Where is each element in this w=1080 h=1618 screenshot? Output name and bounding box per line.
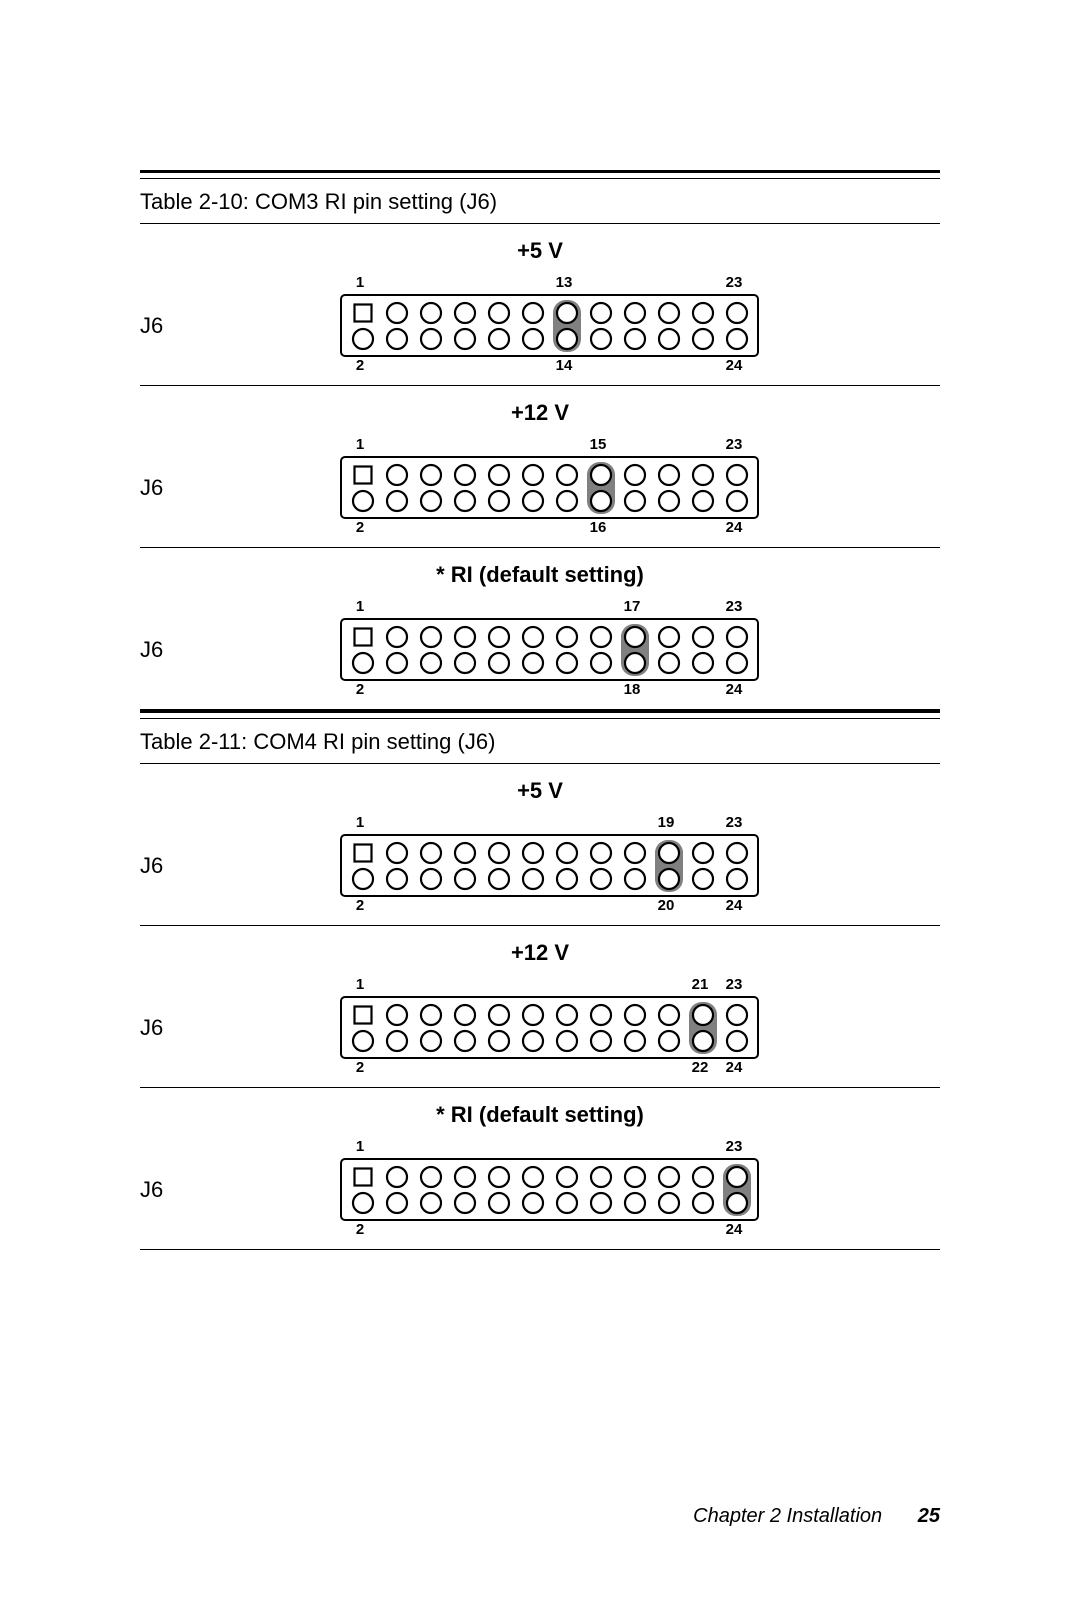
pin-number-row: 1 13 23 xyxy=(340,274,754,294)
setting-title: +5 V xyxy=(140,224,940,274)
pin-number: 1 xyxy=(356,976,364,993)
jumper-label: J6 xyxy=(140,475,340,501)
pin-number: 23 xyxy=(726,598,743,615)
double-rule xyxy=(140,710,940,719)
pin-number-row: 1 23 xyxy=(340,1138,754,1158)
setting-title: +5 V xyxy=(140,764,940,814)
diagram-wrap: 1 15 23 2 16 24 xyxy=(340,436,940,539)
pin-number-row: 2 20 24 xyxy=(340,897,754,917)
diagram-wrap: 1 13 23 2 14 24 xyxy=(340,274,940,377)
setting-row: J6 1 13 23 2 14 24 xyxy=(140,274,940,377)
pin-number: 23 xyxy=(726,274,743,291)
jumper-block xyxy=(340,456,759,519)
pin-number: 1 xyxy=(356,274,364,291)
pin-number-row: 1 19 23 xyxy=(340,814,754,834)
pin-number: 19 xyxy=(658,814,675,831)
pin-number: 23 xyxy=(726,1138,743,1155)
table-caption: Table 2-11: COM4 RI pin setting (J6) xyxy=(140,725,940,763)
diagram-wrap: 1212322224 xyxy=(340,976,940,1079)
setting-title: * RI (default setting) xyxy=(140,1088,940,1138)
table-caption: Table 2-10: COM3 RI pin setting (J6) xyxy=(140,185,940,223)
setting-row: J6 1 23 2 24 xyxy=(140,1138,940,1241)
pin-number: 16 xyxy=(590,519,607,536)
pin-number: 1 xyxy=(356,598,364,615)
pin-number: 23 xyxy=(726,976,743,993)
pin-number: 24 xyxy=(726,357,743,374)
double-rule xyxy=(140,170,940,179)
pin-number-row: 2 14 24 xyxy=(340,357,754,377)
setting-row: J6 1 17 23 2 18 24 xyxy=(140,598,940,701)
jumper-svg xyxy=(343,621,757,679)
jumper-label: J6 xyxy=(140,1015,340,1041)
pin-number: 22 xyxy=(692,1059,709,1076)
pin-number: 2 xyxy=(356,519,364,536)
footer-page-number: 25 xyxy=(918,1505,940,1527)
pin-number: 24 xyxy=(726,1221,743,1238)
pin-number-row: 2 16 24 xyxy=(340,519,754,539)
pin-number-row: 1 21 23 xyxy=(340,976,754,996)
pin-number: 1 xyxy=(356,814,364,831)
pin-number: 2 xyxy=(356,1059,364,1076)
page-footer: Chapter 2 Installation 25 xyxy=(693,1505,940,1528)
setting-title: +12 V xyxy=(140,386,940,436)
page: Table 2-10: COM3 RI pin setting (J6)+5 V… xyxy=(0,0,1080,1618)
jumper-label: J6 xyxy=(140,637,340,663)
jumper-block xyxy=(340,834,759,897)
pin-number: 17 xyxy=(624,598,641,615)
diagram-wrap: 1 19 23 2 20 24 xyxy=(340,814,940,917)
pin-number-row: 1 15 23 xyxy=(340,436,754,456)
footer-chapter: Chapter 2 Installation xyxy=(693,1505,882,1527)
jumper-svg xyxy=(343,999,757,1057)
setting-row: J61212322224 xyxy=(140,976,940,1079)
setting-row: J6 1 15 23 2 16 24 xyxy=(140,436,940,539)
diagram-wrap: 1 17 23 2 18 24 xyxy=(340,598,940,701)
pin-number: 18 xyxy=(624,681,641,698)
pin-number: 14 xyxy=(556,357,573,374)
pin-number: 24 xyxy=(726,1059,743,1076)
pin-number-row: 2 18 24 xyxy=(340,681,754,701)
rule xyxy=(140,1249,940,1250)
jumper-svg xyxy=(343,837,757,895)
diagram-wrap: 1 23 2 24 xyxy=(340,1138,940,1241)
pin-number: 15 xyxy=(590,436,607,453)
pin-number-row: 22224 xyxy=(340,1059,754,1079)
pin-number-row: 1 17 23 xyxy=(340,598,754,618)
jumper-label: J6 xyxy=(140,313,340,339)
pin-number: 2 xyxy=(356,1221,364,1238)
jumper-svg xyxy=(343,1161,757,1219)
pin-number: 20 xyxy=(658,897,675,914)
pin-number: 2 xyxy=(356,897,364,914)
jumper-block xyxy=(340,294,759,357)
pin-number: 23 xyxy=(726,814,743,831)
pin-number: 21 xyxy=(692,976,709,993)
pin-number: 23 xyxy=(726,436,743,453)
pin-number: 13 xyxy=(556,274,573,291)
setting-title: +12 V xyxy=(140,926,940,976)
pin-number-row: 2 24 xyxy=(340,1221,754,1241)
pin-number: 2 xyxy=(356,357,364,374)
jumper-block xyxy=(340,618,759,681)
pin-number: 2 xyxy=(356,681,364,698)
jumper-svg xyxy=(343,459,757,517)
jumper-block xyxy=(340,996,759,1059)
jumper-label: J6 xyxy=(140,853,340,879)
setting-row: J6 1 19 23 2 20 24 xyxy=(140,814,940,917)
pin-number: 24 xyxy=(726,681,743,698)
pin-number: 24 xyxy=(726,519,743,536)
jumper-block xyxy=(340,1158,759,1221)
pin-number: 1 xyxy=(356,1138,364,1155)
jumper-label: J6 xyxy=(140,1177,340,1203)
pin-number: 24 xyxy=(726,897,743,914)
jumper-svg xyxy=(343,297,757,355)
pin-number: 1 xyxy=(356,436,364,453)
setting-title: * RI (default setting) xyxy=(140,548,940,598)
